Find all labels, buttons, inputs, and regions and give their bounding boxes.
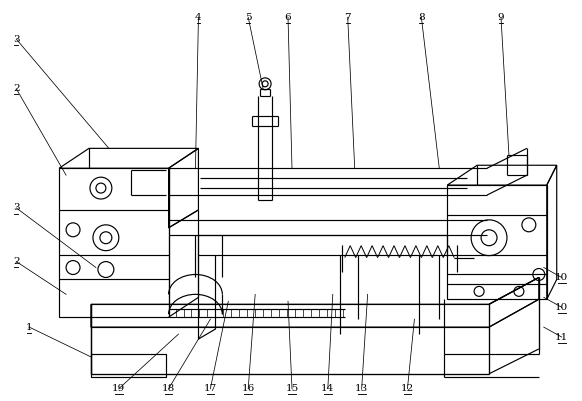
Text: 19: 19 <box>112 384 126 393</box>
Text: 10: 10 <box>555 273 569 282</box>
Text: 8: 8 <box>418 13 425 22</box>
Text: 15: 15 <box>285 384 299 393</box>
Text: 10: 10 <box>555 303 569 312</box>
Text: 1: 1 <box>26 323 33 332</box>
Text: 9: 9 <box>498 13 505 22</box>
Text: 5: 5 <box>245 13 251 22</box>
Text: 12: 12 <box>401 384 414 393</box>
Text: 11: 11 <box>555 332 569 342</box>
Text: 17: 17 <box>204 384 217 393</box>
Text: 3: 3 <box>13 34 20 44</box>
Text: 14: 14 <box>321 384 335 393</box>
Text: 3: 3 <box>13 203 20 213</box>
Text: 16: 16 <box>242 384 255 393</box>
Text: 6: 6 <box>285 13 292 22</box>
Text: 4: 4 <box>195 13 202 22</box>
Text: 13: 13 <box>355 384 368 393</box>
Text: 2: 2 <box>13 84 20 93</box>
Text: 2: 2 <box>13 257 20 266</box>
Text: 18: 18 <box>162 384 175 393</box>
Text: 7: 7 <box>345 13 351 22</box>
